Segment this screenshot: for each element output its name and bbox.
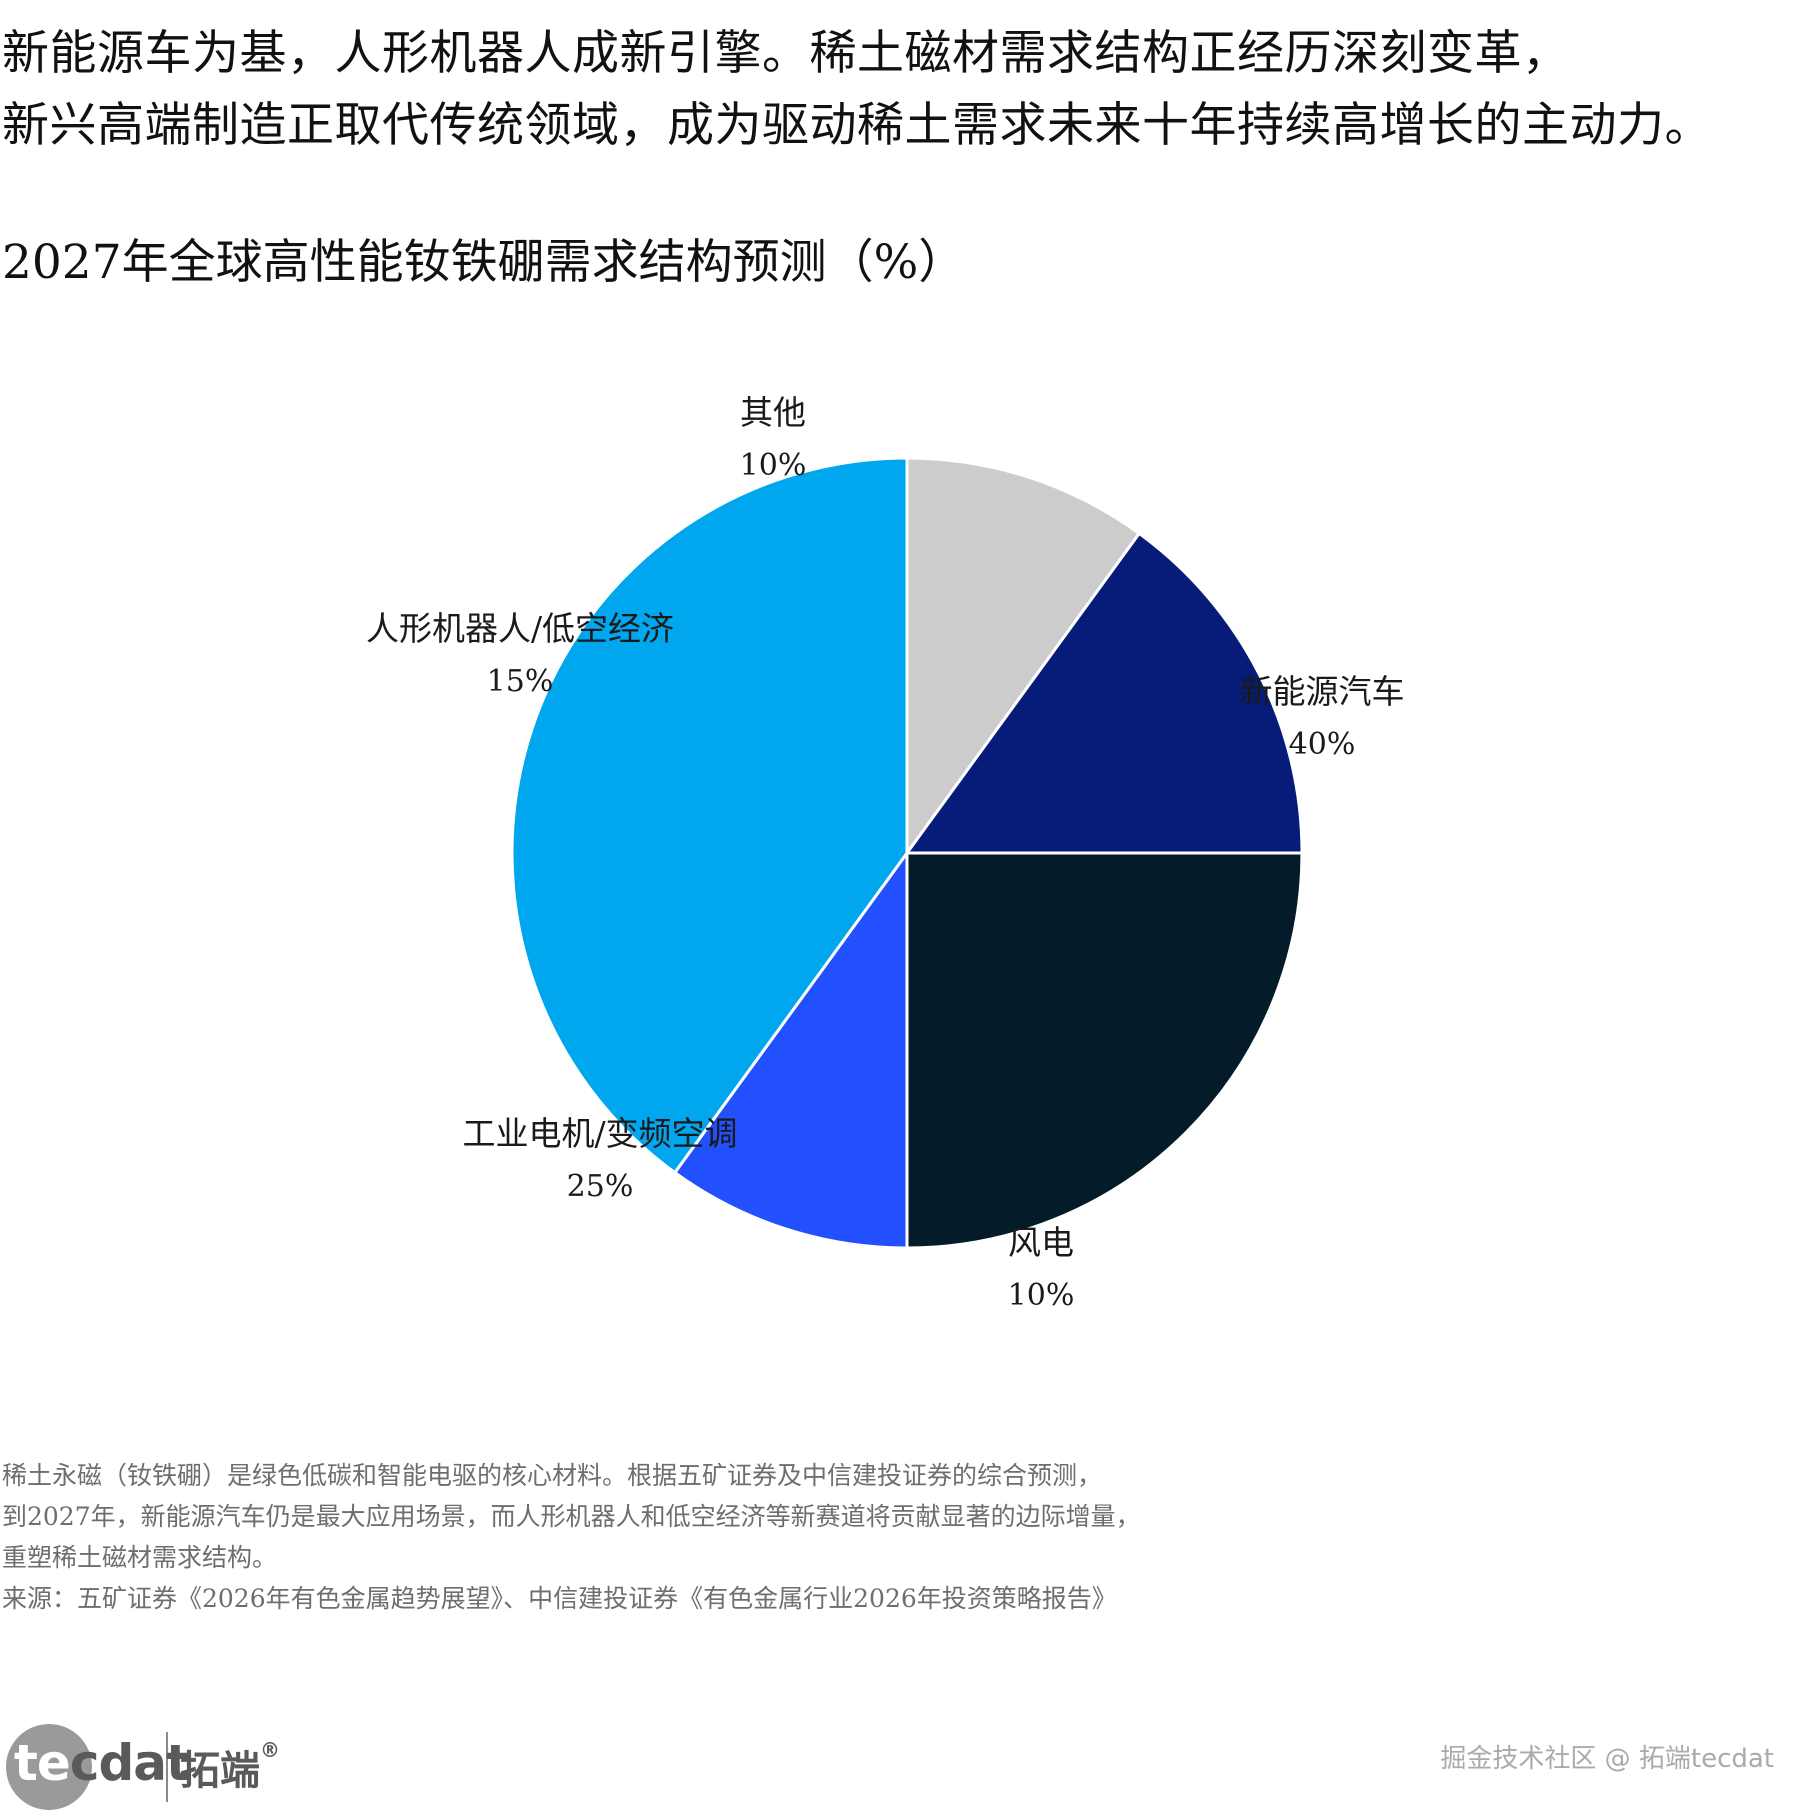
slice-label-5: 人形机器人/低空经济	[366, 609, 674, 648]
slice-value-1: 10%	[740, 448, 807, 483]
chart-note: 稀土永磁（钕铁硼）是绿色低碳和智能电驱的核心材料。根据五矿证券及中信建投证券的综…	[2, 1455, 1762, 1619]
slice-value-2: 40%	[1289, 727, 1356, 762]
slice-value-4: 25%	[567, 1169, 634, 1204]
slice-value-5: 15%	[487, 664, 554, 699]
pie-slice-5	[510, 456, 909, 1175]
logo-mark: tecdat	[6, 1720, 206, 1814]
pie-slice-1	[905, 456, 1141, 855]
chart-title: 2027年全球高性能钕铁硼需求结构预测（%）	[2, 235, 966, 290]
headline: 新能源车为基，人形机器人成新引擎。稀土磁材需求结构正经历深刻变革， 新兴高端制造…	[2, 18, 1812, 162]
watermark: 掘金技术社区 @ 拓端tecdat	[1440, 1744, 1774, 1774]
pie-slice-2	[905, 531, 1304, 855]
source-line: 来源：五矿证券《2026年有色金属趋势展望》、中信建投证券《有色金属行业2026…	[2, 1584, 1117, 1613]
slice-label-3: 风电	[1008, 1223, 1074, 1262]
slice-label-4: 工业电机/变频空调	[462, 1114, 737, 1153]
note-line-2: 到2027年，新能源汽车仍是最大应用场景，而人形机器人和低空经济等新赛道将贡献显…	[2, 1502, 1141, 1531]
tecdat-logo: tecdat 拓端 ®	[6, 1720, 280, 1814]
slice-value-3: 10%	[1008, 1278, 1075, 1313]
slice-label-1: 其他	[740, 393, 806, 432]
note-line-3: 重塑稀土磁材需求结构。	[2, 1543, 278, 1572]
pie-slice-4	[673, 851, 909, 1250]
slice-label-2: 新能源汽车	[1240, 672, 1405, 711]
logo-divider	[166, 1732, 168, 1802]
registered-icon: ®	[260, 1738, 280, 1762]
headline-line-1: 新能源车为基，人形机器人成新引擎。稀土磁材需求结构正经历深刻变革，	[2, 26, 1570, 81]
logo-wordmark: tecdat	[14, 1734, 190, 1792]
note-line-1: 稀土永磁（钕铁硼）是绿色低碳和智能电驱的核心材料。根据五矿证券及中信建投证券的综…	[2, 1461, 1103, 1490]
headline-line-2: 新兴高端制造正取代传统领域，成为驱动稀土需求未来十年持续高增长的主动力。	[2, 98, 1712, 153]
logo-cn-name: 拓端	[180, 1748, 260, 1794]
logo-circle-icon	[6, 1724, 92, 1810]
pie-slice-3	[905, 851, 1304, 1250]
